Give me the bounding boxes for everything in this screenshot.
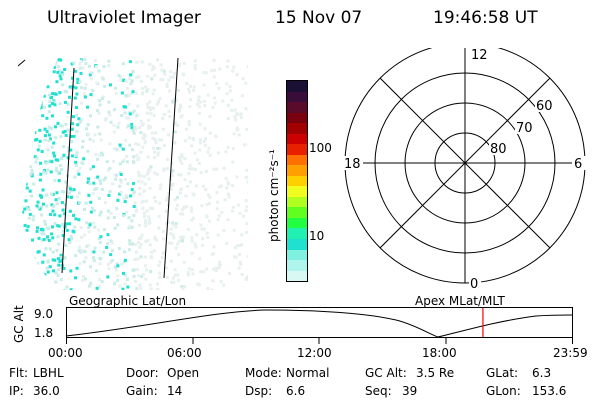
colorbar-segment bbox=[287, 144, 307, 155]
info-gain-value: 14 bbox=[167, 384, 183, 398]
lat-label-60: 60 bbox=[536, 99, 553, 114]
swath-edge-left bbox=[61, 67, 75, 274]
timeline-xtick-2359: 23:59 bbox=[553, 346, 588, 360]
colorbar-segment bbox=[287, 91, 307, 103]
info-door-key: Door: bbox=[126, 366, 159, 380]
info-glon-value: 153.6 bbox=[532, 384, 567, 398]
colorbar-segment bbox=[287, 112, 307, 124]
info-dsp-value: 6.6 bbox=[286, 384, 306, 398]
altitude-curve bbox=[66, 309, 573, 338]
info-mode-key: Mode: bbox=[245, 366, 282, 380]
colorbar-segment bbox=[287, 154, 307, 166]
colorbar-segment bbox=[287, 102, 307, 113]
timeline-ytick-min: 1.8 bbox=[34, 326, 54, 340]
info-ip-key: IP: bbox=[9, 384, 24, 398]
info-glat-key: GLat: bbox=[486, 366, 519, 380]
timeline-left-label: Geographic Lat/Lon bbox=[69, 294, 187, 308]
uv-earth-image bbox=[18, 58, 248, 290]
mlt-label-0: 0 bbox=[470, 277, 478, 292]
altitude-timeline bbox=[66, 307, 573, 344]
lat-label-80: 80 bbox=[490, 142, 507, 157]
colorbar-segment bbox=[287, 260, 307, 271]
info-ip-value: 36.0 bbox=[33, 384, 60, 398]
mlt-label-6: 6 bbox=[574, 157, 582, 172]
info-gain-key: Gain: bbox=[126, 384, 158, 398]
info-door-value: Open bbox=[167, 366, 200, 380]
color-bar bbox=[286, 80, 308, 282]
timeline-xtick-1200: 12:00 bbox=[297, 346, 332, 360]
colorbar-segment bbox=[287, 175, 307, 187]
mlt-label-12: 12 bbox=[471, 48, 488, 63]
instrument-title: Ultraviolet Imager bbox=[47, 8, 201, 28]
info-gcalt-key: GC Alt: bbox=[365, 366, 407, 380]
colorbar-segment bbox=[287, 196, 307, 208]
colorbar-segment bbox=[287, 81, 307, 92]
lat-label-70: 70 bbox=[516, 121, 533, 136]
info-seq-key: Seq: bbox=[365, 384, 392, 398]
info-gcalt-value: 3.5 Re bbox=[416, 366, 455, 380]
date-label: 15 Nov 07 bbox=[275, 8, 363, 28]
colorbar-segment bbox=[287, 186, 307, 197]
timeline-ytick-max: 9.0 bbox=[34, 307, 54, 321]
timeline-xtick-0000: 00:00 bbox=[48, 346, 83, 360]
info-flt-key: Flt: bbox=[9, 366, 28, 380]
info-flt-value: LBHL bbox=[33, 366, 64, 380]
colorbar-segment bbox=[287, 207, 307, 218]
colorbar-segment bbox=[287, 165, 307, 176]
info-glat-value: 6.3 bbox=[532, 366, 552, 380]
info-mode-value: Normal bbox=[286, 366, 330, 380]
colorbar-segment bbox=[287, 228, 307, 239]
info-seq-value: 39 bbox=[402, 384, 418, 398]
colorbar-tick-10: 10 bbox=[309, 229, 325, 243]
colorbar-segment bbox=[287, 249, 307, 261]
polar-mlt-plot: 12 6 0 18 60 70 80 bbox=[343, 48, 586, 292]
colorbar-segment bbox=[287, 238, 307, 250]
timeline-right-label: Apex MLat/MLT bbox=[415, 294, 505, 308]
mlt-label-18: 18 bbox=[344, 157, 361, 172]
timeline-xtick-0600: 06:00 bbox=[167, 346, 202, 360]
timeline-xtick-1800: 18:00 bbox=[422, 346, 457, 360]
colorbar-segment bbox=[287, 270, 307, 282]
colorbar-tick-100: 100 bbox=[309, 141, 332, 155]
info-dsp-key: Dsp: bbox=[245, 384, 273, 398]
time-label: 19:46:58 UT bbox=[433, 8, 538, 28]
swath-edge-right bbox=[163, 58, 179, 279]
info-glon-key: GLon: bbox=[486, 384, 521, 398]
timeline-axis-label: GC Alt bbox=[12, 305, 26, 343]
colorbar-segment bbox=[287, 133, 307, 145]
colorbar-segment bbox=[287, 123, 307, 134]
colorbar-unit-label: photon cm⁻²s⁻¹ bbox=[267, 149, 281, 242]
colorbar-segment bbox=[287, 217, 307, 229]
